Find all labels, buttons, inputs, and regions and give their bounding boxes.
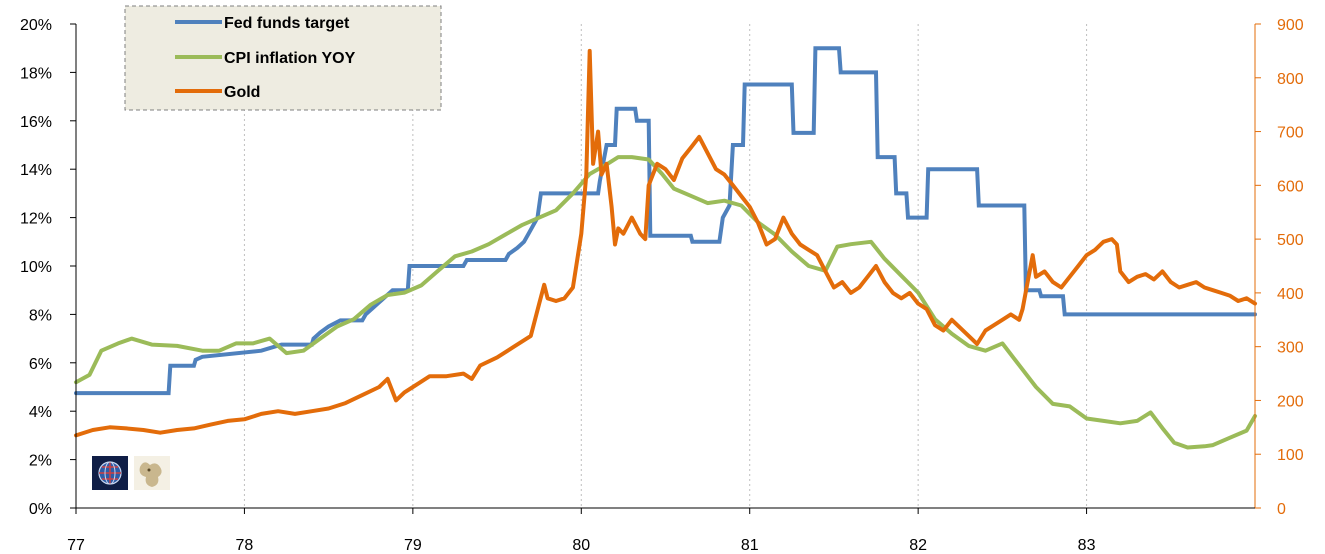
tick-labels: 77 78 79 80 81 82 83 0% 2% 4% 6% 8% 10% 12% 14% 16% 18% 2… <box>20 17 1304 554</box>
y-right-tick-label-9: 900 <box>1277 17 1304 34</box>
legend-label-fed-funds: Fed funds target <box>224 15 350 32</box>
y-right-tick-label-4: 400 <box>1277 286 1304 303</box>
y-left-tick-label-1: 2% <box>29 453 52 470</box>
y-right-tick-label-1: 100 <box>1277 447 1304 464</box>
series-line-gold <box>74 48 1257 438</box>
logo-icons <box>92 456 170 490</box>
y-left-tick-label-10: 20% <box>20 17 52 34</box>
series-lines <box>74 46 1257 450</box>
y-left-tick-label-7: 14% <box>20 162 52 179</box>
x-tick-label-81: 81 <box>741 537 759 554</box>
y-left-tick-label-9: 18% <box>20 65 52 82</box>
legend-label-cpi: CPI inflation YOY <box>224 50 356 67</box>
y-left-tick-label-4: 8% <box>29 307 52 324</box>
y-right-tick-label-6: 600 <box>1277 178 1304 195</box>
series-line-fed-funds-target <box>74 46 1257 396</box>
x-tick-label-78: 78 <box>236 537 254 554</box>
x-tick-label-79: 79 <box>404 537 422 554</box>
y-right-tick-label-0: 0 <box>1277 501 1286 518</box>
y-right-tick-label-8: 800 <box>1277 71 1304 88</box>
series-line-cpi-inflation-yoy <box>74 155 1257 450</box>
legend-label-gold: Gold <box>224 84 260 101</box>
y-left-tick-label-2: 4% <box>29 404 52 421</box>
x-tick-label-80: 80 <box>572 537 590 554</box>
axes <box>70 23 1261 514</box>
x-tick-label-77: 77 <box>67 537 85 554</box>
bull-logo-icon <box>134 456 170 490</box>
y-right-tick-label-2: 200 <box>1277 393 1304 410</box>
y-left-tick-label-3: 6% <box>29 356 52 373</box>
y-left-tick-label-8: 16% <box>20 114 52 131</box>
y-left-tick-label-5: 10% <box>20 259 52 276</box>
globe-logo-icon <box>92 456 128 490</box>
x-tick-label-83: 83 <box>1078 537 1096 554</box>
y-left-tick-label-6: 12% <box>20 211 52 228</box>
y-right-tick-label-3: 300 <box>1277 340 1304 357</box>
y-right-tick-label-7: 700 <box>1277 125 1304 142</box>
y-left-tick-label-0: 0% <box>29 501 52 518</box>
legend: Fed funds target CPI inflation YOY Gold <box>124 5 442 111</box>
y-right-tick-label-5: 500 <box>1277 232 1304 249</box>
x-tick-label-82: 82 <box>909 537 927 554</box>
